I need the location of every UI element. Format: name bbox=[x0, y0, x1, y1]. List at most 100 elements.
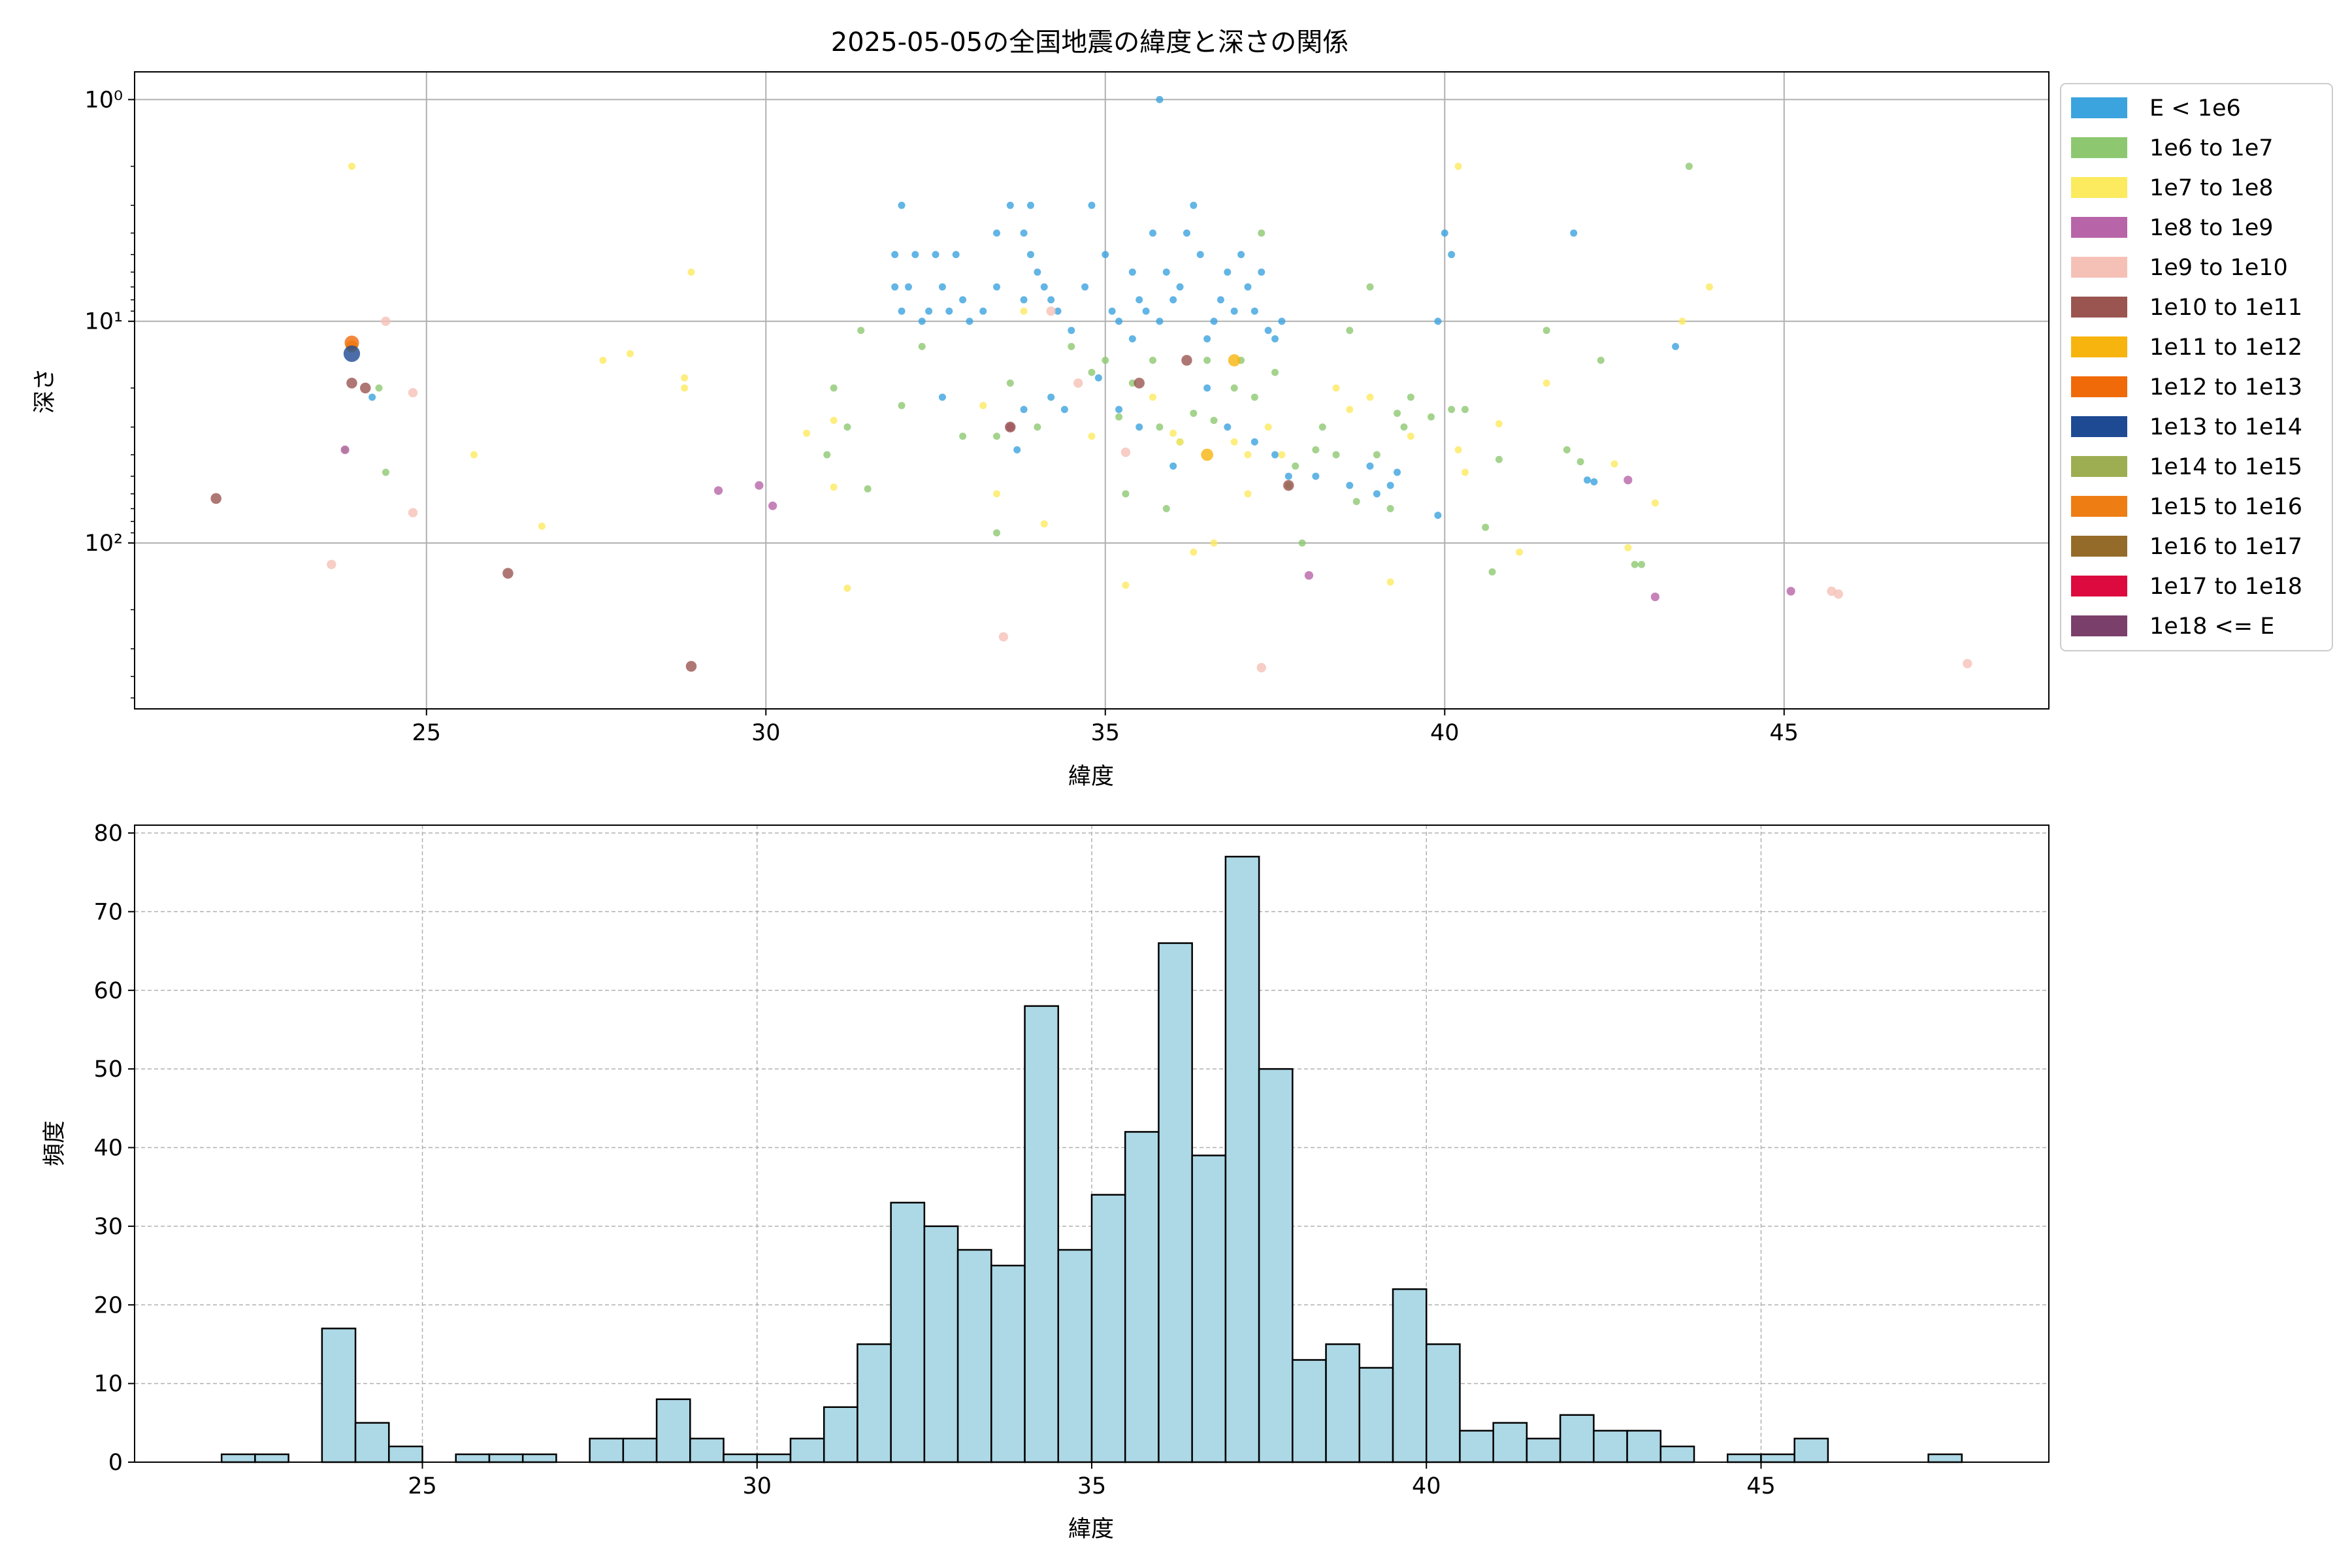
histogram-x-tick-label: 25 bbox=[408, 1473, 437, 1499]
histogram-bar bbox=[622, 1437, 658, 1463]
scatter-point bbox=[470, 451, 478, 459]
legend-swatch bbox=[2071, 536, 2127, 557]
scatter-point bbox=[1638, 561, 1646, 568]
scatter-point bbox=[1678, 318, 1686, 325]
scatter-point bbox=[1454, 446, 1462, 454]
scatter-point bbox=[368, 393, 376, 401]
scatter-point bbox=[1190, 548, 1198, 556]
legend-label: 1e16 to 1e17 bbox=[2149, 534, 2302, 560]
scatter-point bbox=[1181, 355, 1192, 366]
scatter-point bbox=[1040, 520, 1048, 528]
scatter-point bbox=[843, 584, 851, 592]
scatter-point bbox=[1786, 587, 1795, 596]
scatter-point bbox=[1461, 406, 1469, 414]
legend-label: 1e12 to 1e13 bbox=[2149, 374, 2302, 400]
legend-label: E < 1e6 bbox=[2149, 95, 2241, 122]
legend-label: 1e6 to 1e7 bbox=[2149, 135, 2274, 161]
scatter-point bbox=[1026, 201, 1034, 209]
scatter-point bbox=[1386, 578, 1394, 586]
scatter-point bbox=[1373, 451, 1380, 459]
scatter-plot-area bbox=[135, 72, 2049, 709]
histogram-bar bbox=[1626, 1429, 1662, 1463]
histogram-bar bbox=[655, 1398, 691, 1463]
scatter-point bbox=[823, 451, 831, 459]
scatter-point bbox=[857, 327, 865, 335]
histogram-bar bbox=[789, 1437, 825, 1463]
scatter-point bbox=[1190, 410, 1198, 417]
scatter-point bbox=[1135, 423, 1143, 431]
scatter-point bbox=[1610, 460, 1618, 468]
scatter-x-tick-label: 45 bbox=[1770, 720, 1799, 746]
scatter-point bbox=[1394, 410, 1401, 417]
scatter-point bbox=[1102, 251, 1109, 259]
scatter-point bbox=[1122, 490, 1130, 498]
scatter-point bbox=[1448, 251, 1456, 259]
histogram-ticks: 25 30 35 40 45 0 10 20 30 40 50 60 70 80 bbox=[93, 821, 1775, 1499]
scatter-point bbox=[1271, 335, 1279, 343]
scatter-point bbox=[599, 357, 607, 365]
scatter-y-tick-label: 10¹ bbox=[84, 309, 123, 335]
scatter-point bbox=[898, 201, 906, 209]
scatter-point bbox=[1651, 499, 1659, 507]
scatter-point bbox=[1495, 420, 1503, 428]
scatter-point bbox=[1149, 393, 1157, 401]
scatter-point bbox=[1332, 384, 1340, 392]
scatter-point bbox=[1386, 482, 1394, 489]
scatter-point bbox=[925, 307, 933, 315]
legend-frame bbox=[2060, 83, 2333, 651]
histogram-y-tick-label: 10 bbox=[93, 1371, 123, 1397]
legend-swatch bbox=[2071, 576, 2127, 596]
legend: E < 1e6 1e6 to 1e7 1e7 to 1e8 1e8 to 1e9 1e9… bbox=[2060, 83, 2333, 651]
legend-swatch bbox=[2071, 177, 2127, 198]
histogram-bar bbox=[254, 1453, 289, 1463]
scatter-point bbox=[1264, 423, 1272, 431]
scatter-point bbox=[1047, 393, 1055, 401]
scatter-point bbox=[1013, 446, 1021, 454]
scatter-point bbox=[375, 384, 383, 392]
scatter-point bbox=[959, 296, 967, 304]
scatter-point bbox=[1134, 378, 1145, 389]
scatter-point bbox=[1434, 318, 1442, 325]
scatter-point bbox=[918, 342, 926, 350]
legend-swatch bbox=[2071, 137, 2127, 158]
histogram-bar bbox=[1760, 1453, 1795, 1463]
scatter-point bbox=[911, 251, 919, 259]
scatter-point bbox=[502, 568, 514, 579]
scatter-point bbox=[1115, 406, 1123, 414]
histogram-x-tick-label: 45 bbox=[1746, 1473, 1776, 1499]
scatter-point bbox=[1020, 229, 1028, 237]
scatter-point bbox=[768, 501, 777, 510]
scatter-point bbox=[1156, 318, 1164, 325]
scatter-y-tick-label: 10⁰ bbox=[84, 87, 123, 113]
scatter-point bbox=[1224, 423, 1232, 431]
scatter-point bbox=[1495, 455, 1503, 463]
scatter-point bbox=[1060, 406, 1068, 414]
scatter-point bbox=[1026, 251, 1034, 259]
scatter-point bbox=[1318, 423, 1326, 431]
legend-label: 1e10 to 1e11 bbox=[2149, 295, 2302, 321]
scatter-point bbox=[1006, 379, 1014, 387]
scatter-point bbox=[1156, 423, 1164, 431]
scatter-point bbox=[1094, 374, 1102, 382]
legend-label: 1e7 to 1e8 bbox=[2149, 175, 2274, 201]
legend-label: 1e8 to 1e9 bbox=[2149, 215, 2274, 241]
scatter-point bbox=[348, 163, 355, 171]
scatter-point bbox=[1631, 561, 1639, 568]
scatter-point bbox=[1312, 472, 1320, 480]
legend-swatch bbox=[2071, 217, 2127, 238]
scatter-point bbox=[1461, 468, 1469, 476]
scatter-point bbox=[1400, 423, 1408, 431]
scatter-point bbox=[1088, 433, 1096, 440]
scatter-point bbox=[1304, 571, 1314, 580]
scatter-x-tick-label: 35 bbox=[1091, 720, 1120, 746]
legend-swatch bbox=[2071, 336, 2127, 357]
scatter-point bbox=[360, 382, 371, 394]
scatter-point bbox=[1005, 421, 1016, 433]
scatter-point bbox=[1312, 446, 1320, 454]
scatter-point bbox=[1237, 251, 1245, 259]
histogram-bar bbox=[1793, 1437, 1829, 1463]
histogram-bar bbox=[1358, 1367, 1394, 1463]
legend-swatch bbox=[2071, 615, 2127, 636]
histogram-bar bbox=[521, 1453, 557, 1463]
histogram-y-axis-label: 頻度 bbox=[42, 1120, 68, 1166]
